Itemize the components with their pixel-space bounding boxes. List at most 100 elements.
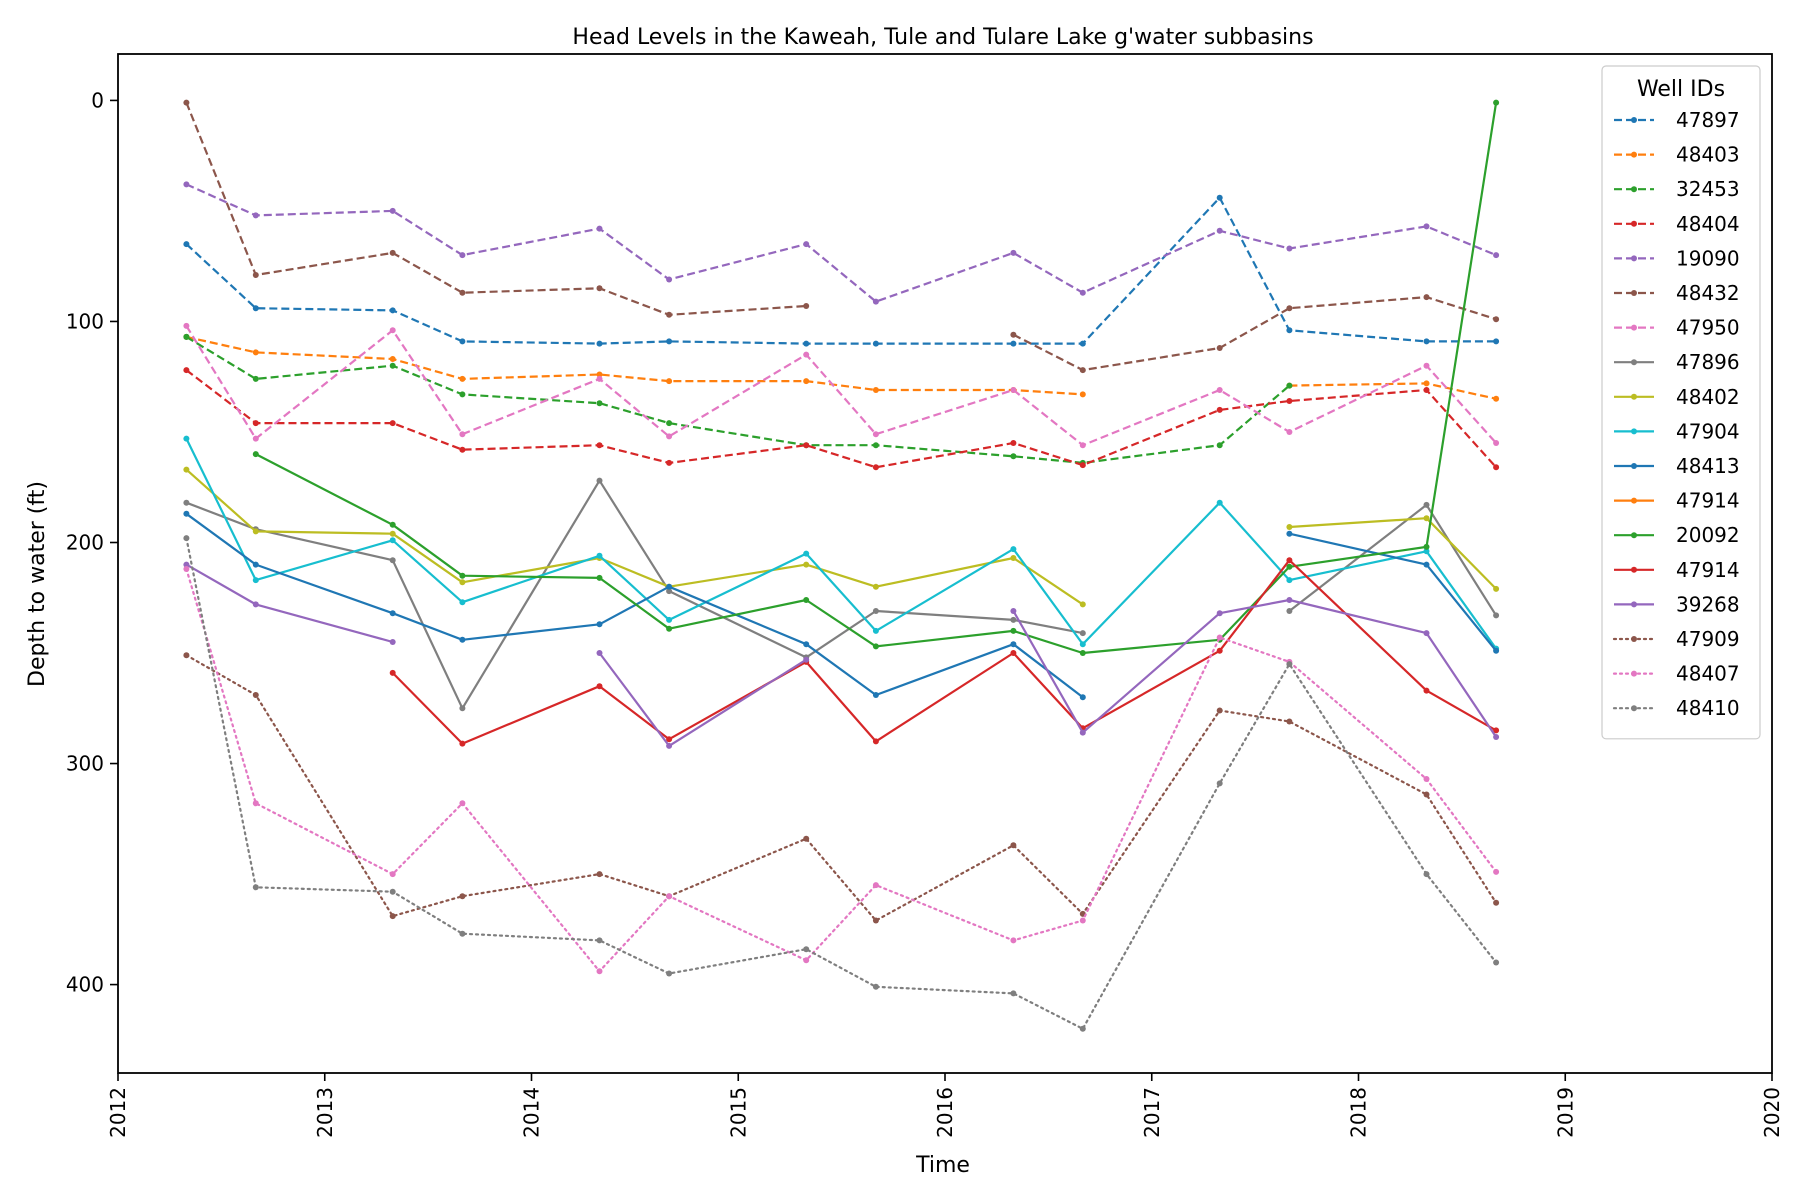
data-point [1216, 227, 1223, 234]
legend-entry: 48413 [1614, 454, 1740, 478]
data-point [596, 371, 603, 378]
data-point [1493, 868, 1500, 875]
legend-entry: 19090 [1614, 246, 1740, 270]
data-point [1493, 252, 1500, 259]
series-line [598, 652, 807, 747]
data-point [183, 466, 190, 473]
data-point [596, 400, 603, 407]
data-point [1079, 601, 1086, 608]
data-point [1493, 440, 1500, 446]
data-point [1423, 791, 1430, 798]
data-point [1010, 842, 1017, 849]
series-line [185, 654, 1498, 922]
legend-marker [1631, 186, 1637, 193]
data-point [872, 917, 879, 924]
y-tick-label: 0 [91, 88, 104, 112]
data-point [803, 442, 810, 449]
data-point [252, 800, 259, 807]
data-point [872, 692, 879, 698]
data-point [1286, 245, 1293, 252]
data-point [1423, 548, 1430, 555]
data-point [1493, 647, 1500, 654]
legend-entry: 48402 [1614, 385, 1740, 409]
data-point [1079, 442, 1086, 449]
data-point [1493, 464, 1500, 471]
data-point [459, 252, 466, 259]
series-line [1288, 503, 1498, 616]
series-32453 [183, 333, 1293, 466]
data-point [1079, 694, 1086, 701]
series-line [1012, 598, 1498, 738]
x-axis: 2012 2013 2014 2015 2016 2017 2018 2019 2020 [106, 1073, 1784, 1138]
data-point [666, 625, 673, 632]
x-tick-label: 2020 [1760, 1087, 1784, 1138]
legend-label: 47950 [1676, 316, 1740, 340]
data-point [1423, 630, 1430, 637]
data-point [1286, 530, 1293, 537]
data-point [666, 893, 673, 900]
series-line [185, 183, 1497, 303]
series-48432 [183, 99, 1500, 374]
series-line [185, 335, 1291, 464]
data-point [183, 652, 190, 659]
legend: Well IDs 47897 48403 32453 48404 19090 48432 47… [1601, 65, 1761, 740]
data-point [596, 683, 603, 690]
data-point [1079, 289, 1086, 296]
y-tick-label: 400 [66, 973, 104, 997]
data-point [183, 181, 190, 188]
data-point [389, 249, 396, 256]
data-point [459, 636, 466, 643]
x-axis-label: Time [915, 1153, 970, 1178]
data-point [872, 464, 879, 471]
data-point [1493, 338, 1500, 345]
data-point [1079, 630, 1086, 637]
series-47897 [183, 194, 1500, 347]
x-tick-label: 2019 [1553, 1087, 1577, 1138]
data-point [389, 871, 396, 878]
legend-label: 47909 [1676, 627, 1740, 651]
data-point [252, 305, 259, 312]
data-point [1010, 641, 1017, 648]
legend-entry: 47904 [1614, 419, 1740, 443]
y-axis-label: Depth to water (ft) [25, 481, 50, 687]
data-point [803, 597, 810, 603]
data-point [459, 800, 466, 807]
data-point [596, 442, 603, 449]
data-point [596, 477, 603, 484]
data-point [872, 882, 879, 889]
y-tick-label: 100 [66, 309, 104, 333]
series-line [185, 537, 1498, 1030]
data-point [666, 616, 673, 623]
data-point [666, 742, 673, 749]
data-point [1493, 734, 1500, 740]
series-line [186, 479, 1084, 710]
data-point [666, 588, 673, 595]
data-point [183, 510, 190, 517]
data-point [1286, 661, 1293, 668]
legend-entry: 39268 [1614, 592, 1740, 616]
data-point [1216, 387, 1223, 393]
legend-marker [1631, 463, 1637, 469]
data-point [1010, 546, 1017, 553]
legend-label: 47914 [1676, 489, 1740, 513]
series-line [185, 468, 1084, 606]
data-point [596, 375, 603, 382]
data-point [1493, 99, 1500, 106]
legend-label: 47897 [1676, 108, 1740, 132]
data-point [803, 303, 810, 309]
data-point [459, 705, 466, 712]
data-point [666, 378, 673, 385]
data-point [389, 420, 396, 427]
legend-label: 20092 [1676, 523, 1740, 547]
data-point [389, 669, 396, 676]
series-line [185, 438, 1497, 650]
series-48404 [183, 367, 1500, 471]
legend-marker [1631, 255, 1637, 262]
legend-label: 32453 [1676, 177, 1740, 201]
data-point [872, 583, 879, 590]
legend-marker [1631, 428, 1637, 435]
legend-entry: 20092 [1614, 523, 1740, 547]
data-point [666, 420, 673, 427]
data-point [1216, 499, 1223, 506]
data-point [1423, 561, 1430, 568]
